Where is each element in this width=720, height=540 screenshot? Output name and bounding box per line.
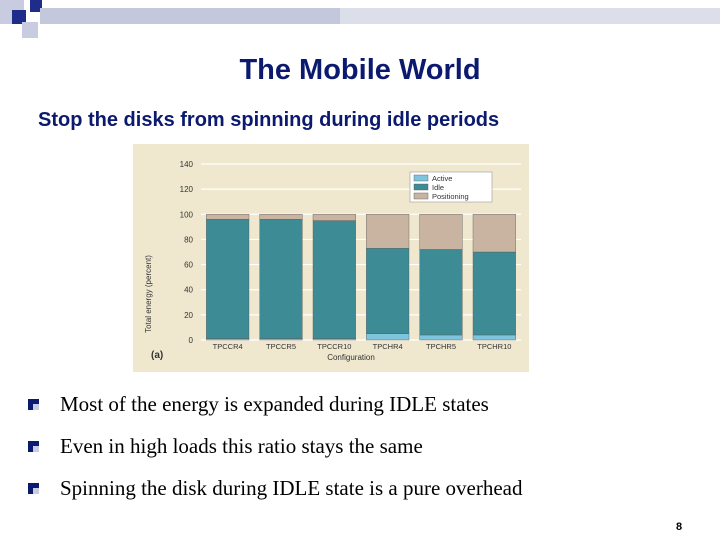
y-tick-label: 100 — [180, 210, 194, 219]
bar-positioning-tpccr10 — [312, 214, 356, 221]
y-tick-label: 80 — [184, 235, 193, 244]
x-tick-label: TPCHR5 — [426, 342, 456, 351]
bullet-square-icon — [28, 398, 39, 410]
y-tick-label: 0 — [189, 336, 194, 345]
bar-active-tpchr4 — [366, 333, 410, 341]
legend-swatch — [413, 183, 429, 191]
x-tick-label: TPCCR5 — [266, 342, 296, 351]
y-tick-label: 20 — [184, 311, 193, 320]
deco-bar-shade — [40, 8, 340, 24]
bullet-text: Even in high loads this ratio stays the … — [60, 433, 423, 458]
bar-idle-tpchr4 — [366, 248, 410, 334]
deco-square-dark-2 — [30, 0, 42, 12]
page-number: 8 — [676, 521, 683, 533]
slide-subtitle: Stop the disks from spinning during idle… — [38, 109, 500, 131]
x-tick-label: TPCCR10 — [317, 342, 351, 351]
bar-idle-tpccr5 — [259, 219, 303, 339]
y-tick-label: 120 — [180, 185, 194, 194]
header-decoration — [0, 0, 720, 38]
legend-swatch — [413, 192, 429, 200]
chart-panel-label: (a) — [151, 350, 163, 361]
chart-x-ticks: TPCCR4 TPCCR5 TPCCR10 TPCHR4 TPCHR5 TPCHR10 — [213, 342, 512, 351]
bar-positioning-tpchr10 — [472, 214, 516, 253]
bar-positioning-tpccr5 — [259, 214, 303, 220]
bar-positioning-tpchr5 — [419, 214, 463, 250]
y-tick-label: 140 — [180, 160, 194, 169]
bullet-text: Most of the energy is expanded during ID… — [60, 391, 489, 416]
bar-idle-tpccr10 — [312, 220, 356, 339]
x-tick-label: TPCHR10 — [477, 342, 511, 351]
bar-active-tpchr10 — [472, 334, 516, 341]
chart-x-label: Configuration — [327, 353, 375, 362]
bullet-text: Spinning the disk during IDLE state is a… — [60, 475, 523, 500]
bullet-item: Even in high loads this ratio stays the … — [28, 425, 708, 467]
bar-active-tpchr5 — [419, 334, 463, 341]
legend-label: Active — [432, 174, 452, 183]
x-tick-label: TPCHR4 — [373, 342, 403, 351]
chart-bars — [206, 214, 516, 341]
bar-idle-tpchr10 — [472, 251, 516, 336]
bullet-item: Spinning the disk during IDLE state is a… — [28, 467, 708, 509]
bullet-square-icon — [28, 482, 39, 494]
bar-positioning-tpchr4 — [366, 214, 410, 249]
y-tick-label: 40 — [184, 286, 193, 295]
bullet-square-icon — [28, 440, 39, 452]
chart-y-ticks: 0 20 40 60 80 100 120 140 — [180, 160, 194, 345]
bar-idle-tpchr5 — [419, 249, 463, 336]
legend-label: Positioning — [432, 192, 469, 201]
legend-label: Idle — [432, 183, 444, 192]
deco-square-light-2 — [22, 22, 38, 38]
bar-idle-tpccr4 — [206, 219, 250, 339]
deco-square-dark — [12, 10, 26, 24]
x-tick-label: TPCCR4 — [213, 342, 243, 351]
bullet-list: Most of the energy is expanded during ID… — [28, 383, 708, 509]
chart-y-label: Total energy (percent) — [144, 255, 153, 333]
bullet-item: Most of the energy is expanded during ID… — [28, 383, 708, 425]
legend-swatch — [413, 174, 429, 182]
y-tick-label: 60 — [184, 261, 193, 270]
chart-grid — [201, 163, 521, 341]
bar-positioning-tpccr4 — [206, 214, 250, 220]
slide-title: The Mobile World — [239, 54, 481, 86]
